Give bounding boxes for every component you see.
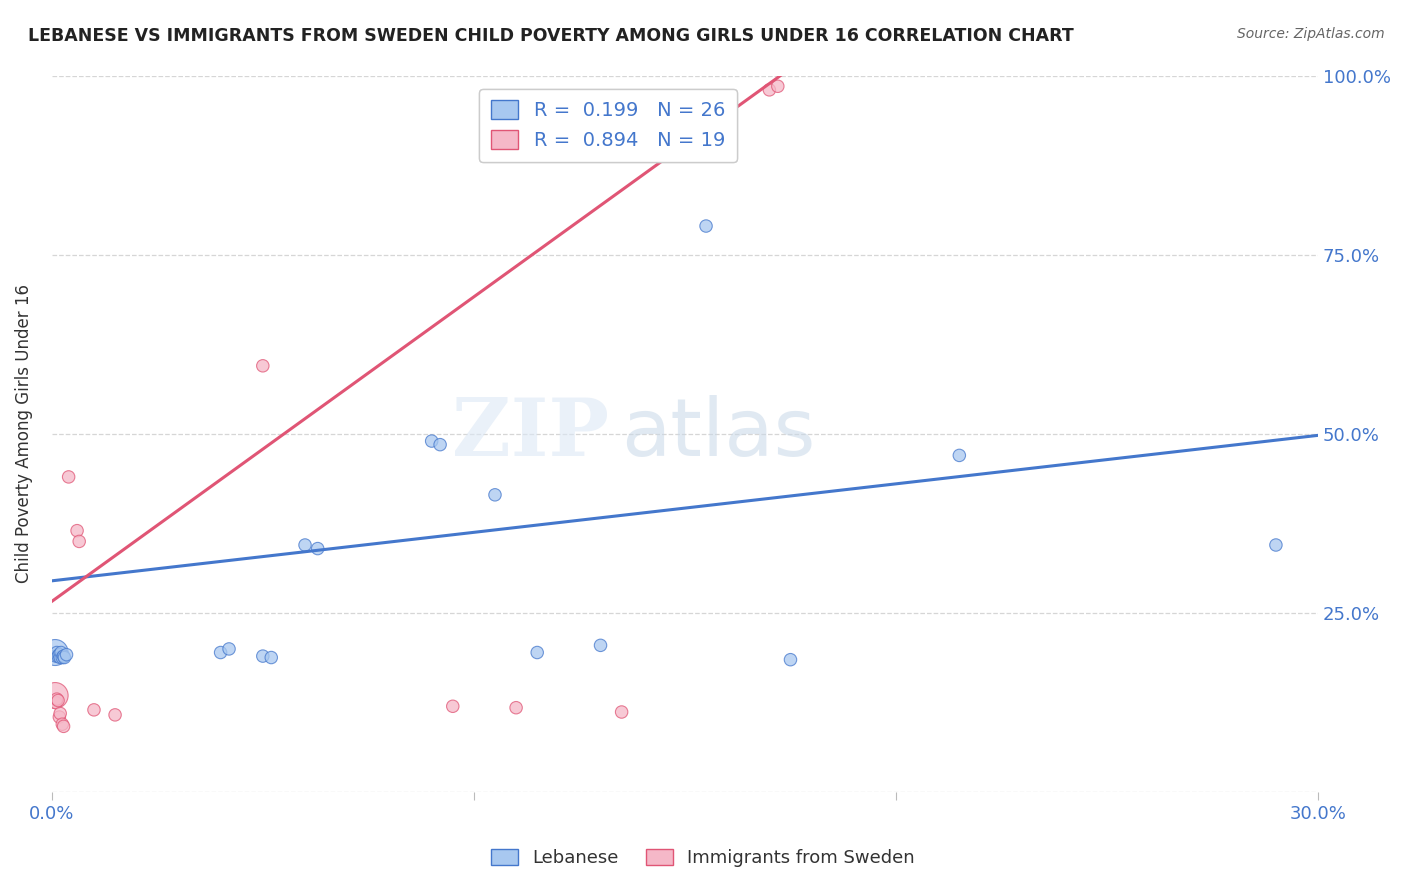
Point [53,650,76,665]
Point [52,649,75,664]
Text: atlas: atlas [621,395,815,473]
Point [52,719,75,733]
Point [51,717,73,731]
Point [505,700,527,714]
Point [45,646,67,660]
Point [218,642,240,657]
Point [610,705,633,719]
Text: LEBANESE VS IMMIGRANTS FROM SWEDEN CHILD POVERTY AMONG GIRLS UNDER 16 CORRELATIO: LEBANESE VS IMMIGRANTS FROM SWEDEN CHILD… [28,27,1074,45]
Point [779,653,801,667]
Point [260,650,283,665]
Point [948,449,970,463]
Point [209,646,232,660]
Point [252,359,274,373]
Point [441,699,464,714]
Point [46,693,69,707]
Point [695,219,717,233]
Point [83,703,105,717]
Point [48,710,70,724]
Point [766,79,789,94]
Point [307,541,329,556]
Point [758,83,780,97]
Legend: Lebanese, Immigrants from Sweden: Lebanese, Immigrants from Sweden [484,841,922,874]
Point [252,649,274,664]
Point [66,524,89,538]
Text: ZIP: ZIP [451,395,609,473]
Point [51,650,73,665]
Point [44,689,66,703]
Point [420,434,443,448]
Point [48,648,70,662]
Point [67,534,90,549]
Point [49,646,72,660]
Point [526,646,548,660]
Point [45,692,67,706]
Point [49,706,72,721]
Point [55,648,77,662]
Point [49,650,72,665]
Point [46,649,69,664]
Y-axis label: Child Poverty Among Girls Under 16: Child Poverty Among Girls Under 16 [15,285,32,583]
Text: Source: ZipAtlas.com: Source: ZipAtlas.com [1237,27,1385,41]
Point [484,488,506,502]
Point [1264,538,1286,552]
Point [45,696,67,710]
Point [589,638,612,652]
Point [104,707,127,722]
Point [58,470,80,484]
Point [44,646,66,660]
Point [429,437,451,451]
Point [294,538,316,552]
Point [45,649,67,664]
Legend: R =  0.199   N = 26, R =  0.894   N = 19: R = 0.199 N = 26, R = 0.894 N = 19 [479,89,737,161]
